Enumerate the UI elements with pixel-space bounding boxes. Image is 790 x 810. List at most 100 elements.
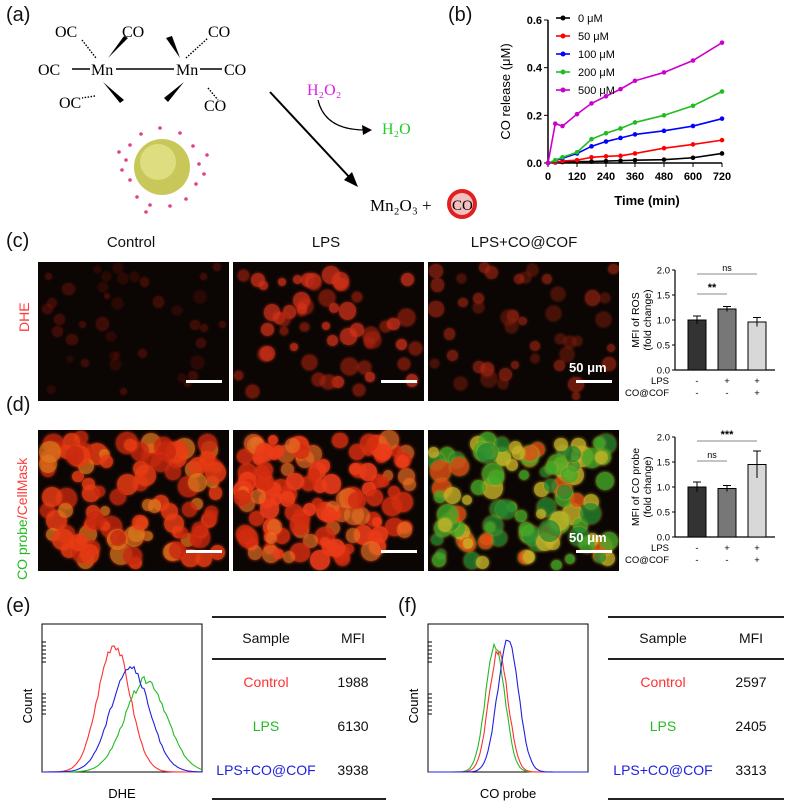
cell: [377, 475, 389, 487]
y-axis-label: (fold change): [642, 289, 654, 350]
condition-sign: -: [695, 543, 698, 554]
table-row: Control 2597: [608, 660, 784, 704]
co-probe-histogram: CO probe Count: [406, 623, 589, 801]
co-release-chart: 0.0 0.2 0.4 0.6 0 120 240 360 480 600 720 Time (min…: [498, 13, 731, 208]
cell: [235, 525, 254, 543]
cell: [196, 550, 213, 567]
table-row: Control 1988: [212, 660, 386, 704]
cell: [601, 356, 617, 372]
cell: [260, 346, 275, 361]
cell: [233, 489, 251, 507]
ligand-oc-1: OC: [55, 24, 77, 41]
data-point: [632, 120, 638, 125]
cell: [470, 479, 486, 495]
cell: [550, 287, 565, 302]
cell: [434, 491, 446, 504]
y-tick-label: 0.0: [657, 366, 670, 377]
cell: [165, 464, 181, 480]
series-line: [547, 117, 723, 164]
table-header-mfi: MFI: [738, 630, 764, 646]
cell: [131, 514, 148, 531]
cell: [58, 502, 74, 518]
cell: [259, 499, 280, 519]
data-point: [719, 89, 725, 94]
mn-left: Mn: [91, 62, 113, 79]
cell: [289, 342, 298, 351]
cell: [497, 378, 509, 389]
histogram-curve: [428, 642, 588, 773]
x-tick-label: 480: [655, 171, 673, 183]
y-tick-label: 0.2: [527, 110, 542, 122]
co-ball-icon: CO: [447, 189, 477, 219]
cell: [44, 272, 53, 281]
cell: [248, 510, 265, 527]
scheme-diagram: OC CO OC Mn Mn CO OC CO CO: [38, 24, 477, 219]
cell: [398, 357, 411, 370]
cell: [203, 511, 217, 525]
x-tick-label: 0: [545, 171, 551, 183]
cell: [359, 463, 377, 481]
cell: [428, 447, 440, 458]
cell: [119, 388, 127, 396]
sig-label: ***: [721, 429, 735, 441]
scale-bar: [381, 380, 417, 383]
cell: [310, 550, 330, 570]
cell: [570, 493, 585, 508]
cell: [72, 470, 84, 483]
legend-marker: [560, 51, 566, 57]
legend-label: 100 μM: [578, 49, 615, 61]
cell: [255, 473, 274, 492]
ligand-co-2: CO: [208, 24, 230, 41]
cell: [539, 520, 561, 542]
y-tick-label: 0.5: [657, 508, 670, 519]
cell: [344, 504, 365, 525]
cell: [266, 518, 283, 535]
cell: [99, 521, 110, 532]
condition-label: LPS: [651, 376, 669, 387]
cell: [340, 328, 357, 345]
cell: [47, 385, 55, 393]
cell: [247, 545, 263, 560]
y-tick-label: 0.5: [657, 341, 670, 352]
data-point: [552, 157, 558, 163]
table-row: LPS 6130: [212, 704, 386, 748]
data-point: [552, 121, 558, 126]
cell: [565, 445, 582, 462]
y-tick-label: 1.0: [657, 316, 670, 327]
cell: [135, 465, 156, 486]
cell: [190, 320, 200, 330]
row-label-co-probe: CO probe: [14, 519, 30, 580]
cell: [526, 264, 539, 276]
cell: [53, 313, 65, 325]
bar: [717, 308, 737, 371]
cell: [320, 374, 336, 390]
y-tick-label: 2.0: [657, 433, 670, 444]
cell: [458, 297, 468, 307]
panel-label-a: (a): [6, 4, 31, 26]
cell: [273, 549, 284, 560]
cell: [536, 508, 547, 519]
x-tick-label: 600: [684, 171, 702, 183]
cell: [327, 539, 346, 558]
cell: [473, 293, 485, 304]
micro-co-lps-cocof: 50 μm: [428, 430, 619, 571]
cell: [489, 470, 505, 486]
cell: [523, 551, 535, 563]
cell: [320, 506, 338, 524]
cell: [515, 510, 527, 522]
cell: [430, 358, 440, 369]
cell: [546, 306, 562, 322]
cell: [387, 317, 400, 331]
data-point: [603, 154, 609, 159]
cell: [481, 533, 493, 545]
cell: [599, 292, 610, 303]
cell: [519, 521, 534, 536]
cell: [513, 273, 524, 284]
cell: [596, 312, 611, 327]
cell: [462, 495, 473, 506]
data-point: [574, 111, 580, 117]
cell: [95, 316, 110, 331]
cell: [42, 303, 53, 315]
table-cell-mfi: 2405: [735, 718, 767, 734]
table-cell-mfi: 3938: [337, 762, 369, 778]
